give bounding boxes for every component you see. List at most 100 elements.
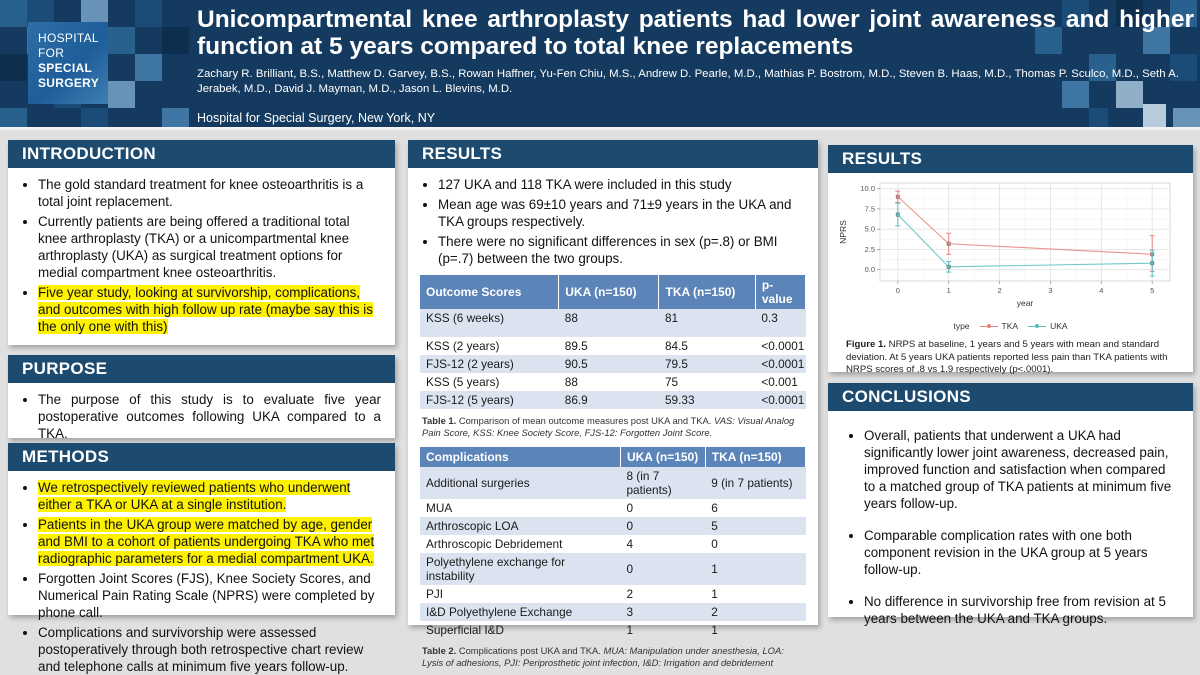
table-cell: 84.5: [664, 339, 688, 353]
header-separator: [0, 127, 1200, 130]
table-cell: 0: [620, 553, 706, 585]
table-header-cell: Outcome Scores: [420, 275, 560, 309]
poster-title: Unicompartmental knee arthroplasty patie…: [197, 6, 1194, 33]
table-header-cell: Complications: [420, 447, 621, 467]
legend-title: type: [953, 321, 970, 331]
mosaic-square: [162, 108, 189, 127]
table-row: KSS (6 weeks) 88 81 0.3: [420, 309, 806, 337]
bullet-item: Complications and survivorship were asse…: [38, 624, 381, 675]
table-cell: Superficial I&D: [426, 623, 505, 637]
logo-line: SPECIAL: [38, 61, 93, 75]
methods-card: METHODS We retrospectively reviewed pati…: [8, 443, 395, 674]
svg-text:10.0: 10.0: [860, 184, 875, 193]
bullet-item: The gold standard treatment for knee ost…: [38, 176, 381, 210]
results-middle-card: RESULTS 127 UKA and 118 TKA were include…: [408, 140, 818, 668]
bullet-item: No difference in survivorship free from …: [864, 593, 1177, 627]
section-header-results-mid: RESULTS: [408, 140, 818, 168]
table-cell: Arthroscopic LOA: [420, 517, 621, 535]
results-right-card: RESULTS 0.0 2.5 5.0 7.5 10.0 0 1 2 3 4 5 NPRS year t…: [828, 145, 1193, 375]
introduction-bullets: The gold standard treatment for knee ost…: [8, 168, 395, 335]
bullet-item: The purpose of this study is to evaluate…: [38, 391, 381, 442]
section-header-results-right: RESULTS: [828, 145, 1193, 173]
bullet-item: Comparable complication rates with one b…: [864, 527, 1177, 578]
svg-text:4: 4: [1099, 286, 1103, 295]
table-row: Arthroscopic Debridement 4 0: [420, 535, 806, 553]
table-cell: 0: [620, 517, 706, 535]
table-cell: 9 (in 7 patients): [705, 467, 806, 499]
bullet-item: Five year study, looking at survivorship…: [38, 284, 381, 335]
svg-text:2.5: 2.5: [865, 245, 875, 254]
mosaic-square: [1089, 108, 1108, 127]
table-row: MUA 0 6: [420, 499, 806, 517]
svg-text:7.5: 7.5: [865, 204, 875, 213]
section-header-conclusions: CONCLUSIONS: [828, 383, 1193, 411]
mosaic-square: [81, 108, 108, 127]
svg-text:5: 5: [1150, 286, 1154, 295]
table-cell: 75: [664, 375, 679, 389]
table-cell: 1: [705, 553, 806, 585]
bullet-item: We retrospectively reviewed patients who…: [38, 479, 381, 513]
table-cell: 6: [711, 501, 718, 515]
affiliation: Hospital for Special Surgery, New York, …: [197, 111, 436, 125]
figure1-caption: Figure 1. NRPS at baseline, 1 years and …: [846, 339, 1168, 375]
table-row: PJI 2 1: [420, 585, 806, 603]
table-cell: PJI: [426, 587, 444, 601]
mosaic-square: [0, 54, 27, 81]
table-cell: 8 (in 7 patients): [620, 467, 706, 499]
table-cell: MUA: [426, 501, 453, 515]
table-row: I&D Polyethylene Exchange 3 2: [420, 603, 806, 621]
svg-text:1: 1: [947, 286, 951, 295]
table-header-cell: TKA (n=150): [705, 447, 807, 467]
table-row: Arthroscopic LOA 0 5: [420, 517, 806, 535]
table-cell: 0.3: [755, 309, 806, 337]
table-cell: 90.5: [558, 355, 659, 373]
table-cell: FJS-12 (5 years): [420, 391, 559, 409]
table-row: Polyethylene exchange for instability 0 1: [420, 553, 806, 585]
mosaic-square: [0, 0, 27, 27]
table-row: FJS-12 (5 years) 86.9 59.33 <0.0001: [420, 391, 806, 409]
table2-caption: Table 2. Complications post UKA and TKA.…: [422, 645, 784, 668]
svg-text:2: 2: [997, 286, 1001, 295]
table-cell: I&D Polyethylene Exchange: [420, 603, 621, 621]
bullet-item: Overall, patients that underwent a UKA h…: [864, 427, 1177, 512]
table-cell: 79.5: [658, 355, 756, 373]
conclusions-card: CONCLUSIONS Overall, patients that under…: [828, 383, 1193, 626]
logo-line: HOSPITAL: [38, 31, 99, 45]
section-header-introduction: INTRODUCTION: [8, 140, 395, 168]
table-cell: 88: [558, 309, 659, 337]
hss-logo: HOSPITAL FOR SPECIAL SURGERY: [28, 22, 108, 104]
table-cell: 0: [711, 537, 718, 551]
mosaic-square: [1035, 27, 1062, 54]
mosaic-square: [135, 54, 162, 81]
purpose-card: PURPOSE The purpose of this study is to …: [8, 355, 395, 441]
table-header-cell: UKA (n=150): [620, 447, 706, 467]
mosaic-square: [1170, 0, 1197, 27]
mosaic-square: [135, 0, 162, 27]
table-cell: <0.0001: [755, 355, 806, 373]
section-header-methods: METHODS: [8, 443, 395, 471]
table-cell: Additional surgeries: [420, 467, 621, 499]
figure-1: 0.0 2.5 5.0 7.5 10.0 0 1 2 3 4 5 NPRS year type TKA UK…: [828, 173, 1193, 377]
authors: Zachary R. Brilliant, B.S., Matthew D. G…: [197, 68, 1179, 95]
svg-text:3: 3: [1048, 286, 1052, 295]
mosaic-square: [1143, 27, 1170, 54]
complications-table: Complications UKA (n=150) TKA (n=150) Addit…: [420, 447, 807, 639]
table-header-cell: TKA (n=150): [658, 275, 756, 309]
table-cell: Arthroscopic Debridement: [426, 537, 563, 551]
table-cell: 86.9: [558, 391, 659, 409]
mosaic-square: [1062, 81, 1089, 108]
svg-text:year: year: [1017, 298, 1034, 308]
table-row: KSS (5 years) 88 75 <0.001: [420, 373, 806, 391]
poster-header: HOSPITAL FOR SPECIAL SURGERY Unicompartm…: [0, 0, 1200, 127]
svg-text:NPRS: NPRS: [838, 220, 848, 244]
table-header-cell: UKA (n=150): [558, 275, 660, 309]
mosaic-square: [1116, 0, 1143, 27]
table-row: FJS-12 (2 years) 90.5 79.5 <0.0001: [420, 355, 806, 373]
bullet-item: 127 UKA and 118 TKA were included in thi…: [438, 176, 804, 193]
svg-text:5.0: 5.0: [865, 225, 875, 234]
table-cell: <0.0001: [755, 391, 806, 409]
mosaic-square: [0, 108, 27, 127]
svg-text:0.0: 0.0: [865, 265, 875, 274]
bullet-item: Patients in the UKA group were matched b…: [38, 516, 381, 567]
table-row: Additional surgeries 8 (in 7 patients) 9 (…: [420, 467, 806, 499]
